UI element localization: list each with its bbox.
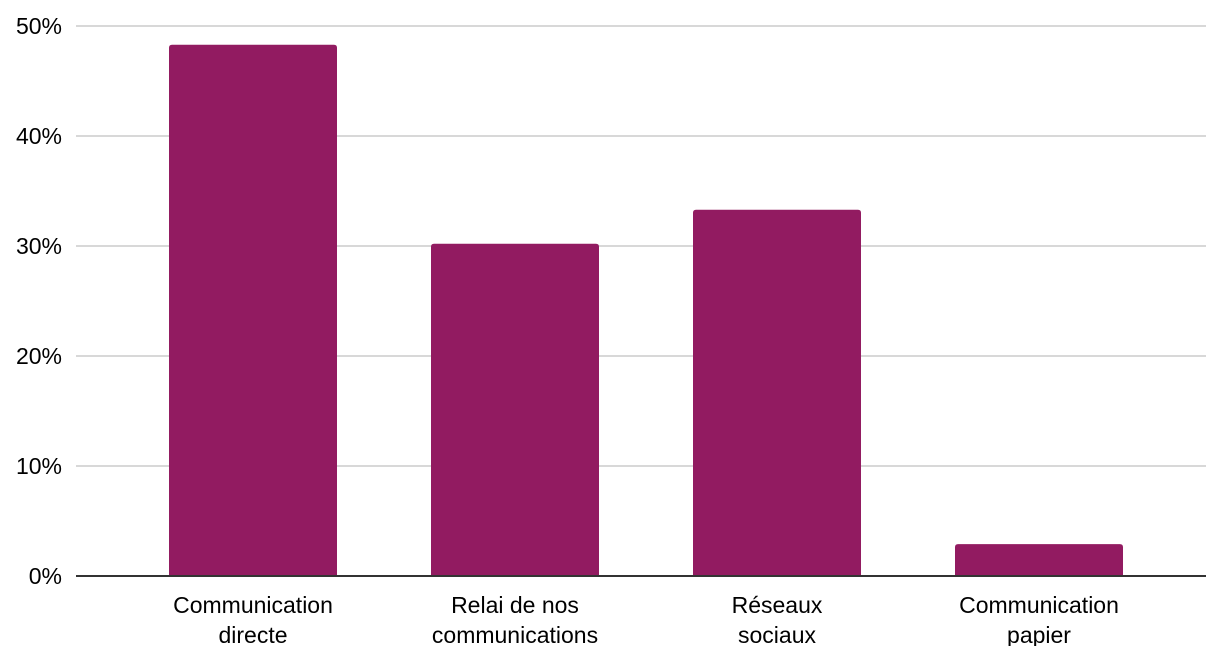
x-category-label-line: Réseaux [732, 592, 823, 618]
x-category-label-line: communications [432, 622, 598, 646]
y-tick-label: 50% [16, 13, 62, 39]
x-category-label-line: Communication [173, 592, 333, 618]
x-category-label-line: papier [1007, 622, 1071, 646]
x-category-label: Réseaux sociaux [732, 592, 823, 646]
x-category-label-line: Relai de nos [451, 592, 579, 618]
x-category-label-line: directe [218, 622, 287, 646]
x-category-label-line: sociaux [738, 622, 816, 646]
x-category-label: Relai de nos communications [432, 592, 598, 646]
x-axis-category-labels: Communication directe Relai de nos communic… [173, 592, 1119, 646]
bar [431, 243, 599, 577]
bar [955, 544, 1123, 576]
x-category-label: Communication papier [959, 592, 1119, 646]
x-category-label: Communication directe [173, 592, 333, 646]
x-category-label-line: Communication [959, 592, 1119, 618]
y-tick-label: 20% [16, 343, 62, 369]
bar [693, 209, 861, 576]
y-tick-label: 40% [16, 123, 62, 149]
bar [169, 44, 337, 576]
y-axis-tick-labels: 0% 10% 20% 30% 40% 50% [16, 13, 62, 589]
y-tick-label: 30% [16, 233, 62, 259]
bars [169, 44, 1123, 577]
y-tick-label: 10% [16, 453, 62, 479]
y-tick-label: 0% [29, 563, 62, 589]
